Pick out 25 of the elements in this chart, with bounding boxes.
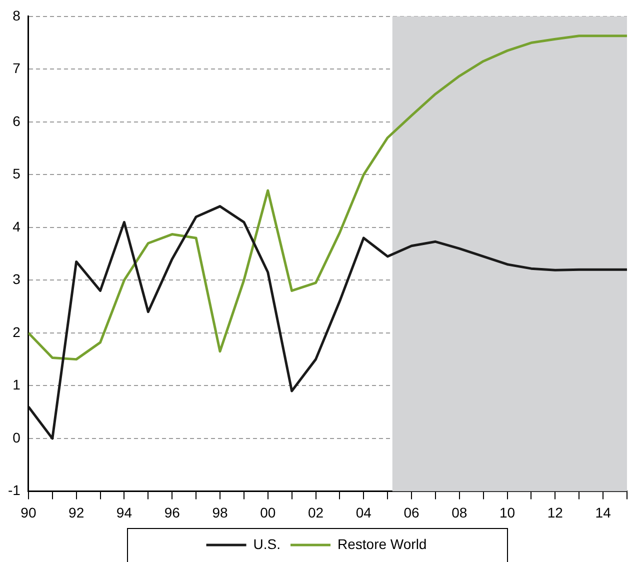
y-tick-label: 2 <box>12 324 21 340</box>
x-tick-label: 02 <box>308 504 324 520</box>
legend-label: Restore World <box>338 536 427 552</box>
x-tick-label: 90 <box>20 504 36 520</box>
x-tick-label: 10 <box>500 504 516 520</box>
y-tick-label: 5 <box>12 166 21 182</box>
x-tick-label: 08 <box>452 504 468 520</box>
y-tick-label: 4 <box>12 218 21 234</box>
y-tick-label: 0 <box>12 429 21 446</box>
x-tick-label: 04 <box>356 504 372 520</box>
x-tick-label: 14 <box>595 504 612 520</box>
y-tick-label: 8 <box>12 7 21 24</box>
x-tick-label: 94 <box>116 504 132 520</box>
y-tick-label: 1 <box>12 376 21 393</box>
x-tick-label: 12 <box>547 504 564 520</box>
y-tick-label: -1 <box>8 482 21 498</box>
x-tick-label: 06 <box>404 504 420 520</box>
x-tick-label: 96 <box>164 504 180 520</box>
legend-label: U.S. <box>253 536 281 552</box>
x-tick-label: 00 <box>260 504 276 520</box>
x-tick-label: 92 <box>68 504 84 520</box>
y-tick-label: 7 <box>12 60 21 76</box>
y-tick-label: 6 <box>12 112 21 129</box>
y-tick-label: 3 <box>12 271 21 288</box>
x-tick-label: 98 <box>212 504 228 520</box>
